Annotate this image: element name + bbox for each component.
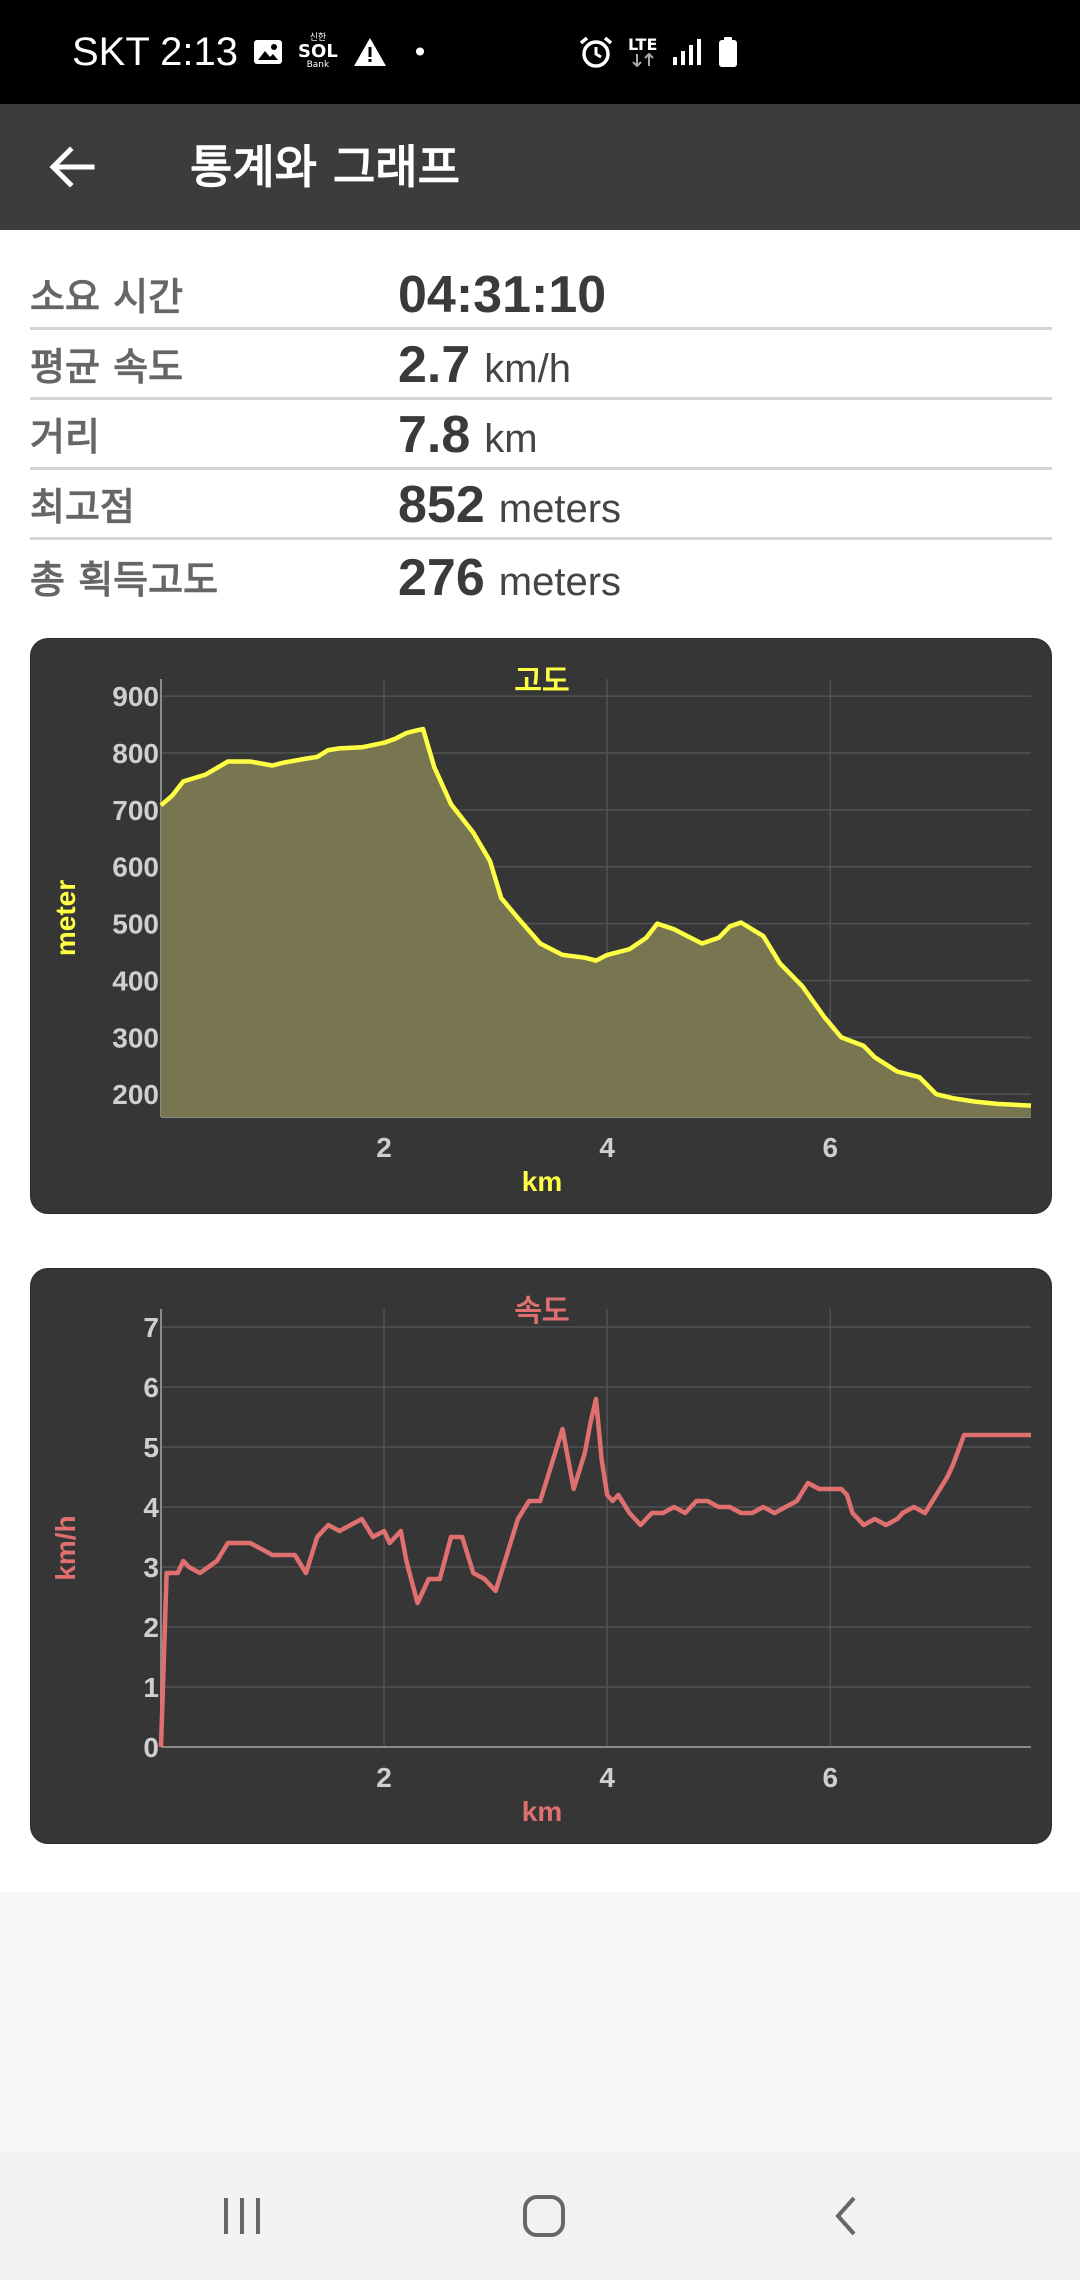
home-button[interactable] [504, 2176, 584, 2256]
x-tick-label: 4 [599, 1132, 615, 1163]
elevation-chart-card: 고도 200 300 400 500 600 700 800 900 2 4 6 km meter [30, 638, 1052, 1214]
stat-number: 2.7 [398, 336, 471, 394]
stat-label: 최고점 [30, 485, 135, 529]
stat-label: 평균 속도 [30, 345, 184, 389]
y-tick-label: 300 [112, 1022, 159, 1053]
sol-bank-text: Bank [306, 60, 330, 70]
speed-chart: 속도 0 1 2 3 4 5 6 7 2 4 6 km km/h [50, 1294, 1031, 1827]
stat-value: 2.7 km/h [398, 335, 571, 395]
y-tick-label: 800 [112, 738, 159, 769]
back-button[interactable] [40, 137, 104, 197]
stat-row-duration: 소요 시간 04:31:10 [30, 260, 1052, 330]
sol-bank-icon: 신한 SOL Bank [298, 34, 338, 70]
navigation-bar [0, 2152, 1080, 2280]
grid-lines [161, 1309, 1031, 1748]
x-tick-label: 4 [599, 1762, 615, 1793]
stat-number: 7.8 [398, 406, 471, 464]
signal-icon [671, 37, 703, 67]
x-tick-label: 2 [376, 1762, 392, 1793]
stat-number: 276 [398, 549, 485, 607]
page-title: 통계와 그래프 [190, 140, 460, 194]
elevation-area-fill [161, 729, 1031, 1117]
image-icon [252, 37, 284, 67]
status-left: SKT 2:13 신한 SOL Bank • [72, 0, 428, 104]
recent-apps-button[interactable] [202, 2176, 282, 2256]
stat-label: 거리 [30, 415, 100, 459]
y-tick-label: 5 [143, 1432, 159, 1463]
stat-value: 276 meters [398, 548, 621, 608]
stat-number: 04:31:10 [398, 266, 607, 324]
stat-label: 총 획득고도 [30, 558, 219, 602]
recent-apps-icon [224, 2198, 260, 2234]
lte-text: LTE [628, 35, 658, 54]
status-bar: SKT 2:13 신한 SOL Bank • LTE [0, 0, 1080, 104]
notification-dot: • [411, 35, 429, 69]
stat-value: 852 meters [398, 475, 621, 535]
status-right: LTE [578, 0, 739, 104]
y-tick-label: 400 [112, 965, 159, 996]
stat-number: 852 [398, 476, 485, 534]
elevation-chart: 고도 200 300 400 500 600 700 800 900 2 4 6 km meter [50, 664, 1032, 1197]
x-tick-label: 6 [822, 1132, 838, 1163]
stat-value: 04:31:10 [398, 265, 620, 325]
y-tick-label: 600 [112, 852, 159, 883]
y-tick-label: 900 [112, 681, 159, 712]
battery-icon [717, 36, 739, 68]
y-tick-label: 200 [112, 1079, 159, 1110]
arrow-left-icon [49, 146, 95, 188]
y-tick-label: 6 [143, 1372, 159, 1403]
x-tick-label: 2 [376, 1132, 392, 1163]
warning-icon [352, 36, 388, 68]
stat-unit: km/h [484, 347, 571, 391]
y-tick-label: 2 [143, 1612, 159, 1643]
stat-label: 소요 시간 [30, 275, 184, 319]
chart-title: 고도 [514, 664, 569, 699]
sol-main-text: SOL [298, 41, 338, 62]
carrier-time: SKT 2:13 [72, 29, 239, 74]
y-axis-label: meter [50, 880, 81, 956]
stat-row-distance: 거리 7.8 km [30, 400, 1052, 470]
chart-title: 속도 [514, 1294, 569, 1329]
x-axis-label: km [522, 1166, 562, 1197]
y-tick-label: 4 [143, 1492, 159, 1523]
lte-icon: LTE [628, 37, 657, 67]
home-icon [523, 2195, 565, 2237]
y-tick-label: 7 [143, 1312, 159, 1343]
speed-line [158, 1396, 1031, 1748]
elevation-line [159, 726, 1032, 1108]
x-tick-label: 6 [822, 1762, 838, 1793]
main-content: 소요 시간 04:31:10 평균 속도 2.7 km/h 거리 7.8 km … [0, 230, 1080, 1892]
y-tick-label: 500 [112, 909, 159, 940]
stat-unit: meters [498, 487, 622, 531]
sol-small-text: 신한 [309, 33, 327, 43]
y-tick-label: 0 [143, 1732, 159, 1763]
y-tick-label: 700 [112, 795, 159, 826]
back-nav-button[interactable] [806, 2176, 886, 2256]
stat-value: 7.8 km [398, 405, 538, 465]
alarm-icon [578, 35, 614, 69]
stat-row-total-ascent: 총 획득고도 276 meters [30, 540, 1052, 610]
stat-unit: km [484, 417, 538, 461]
chevron-left-icon [835, 2196, 856, 2236]
stat-unit: meters [498, 560, 622, 604]
speed-chart-card: 속도 0 1 2 3 4 5 6 7 2 4 6 km km/h [30, 1268, 1052, 1844]
stats-table: 소요 시간 04:31:10 평균 속도 2.7 km/h 거리 7.8 km … [30, 260, 1052, 610]
x-axis-label: km [522, 1796, 562, 1827]
stat-row-max-elevation: 최고점 852 meters [30, 470, 1052, 540]
y-tick-label: 1 [143, 1672, 159, 1703]
stat-row-avg-speed: 평균 속도 2.7 km/h [30, 330, 1052, 400]
app-bar: 통계와 그래프 [0, 104, 1080, 230]
y-axis-label: km/h [50, 1515, 81, 1580]
y-tick-label: 3 [143, 1552, 159, 1583]
